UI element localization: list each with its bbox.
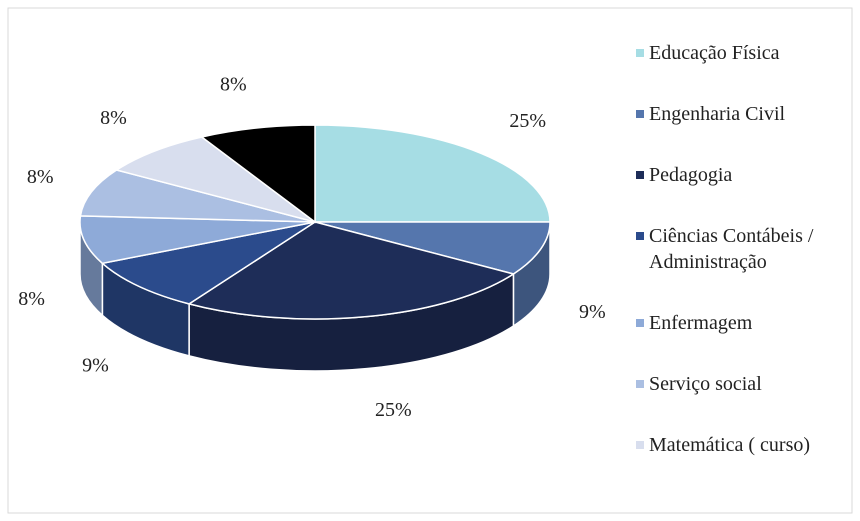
legend-swatch <box>636 171 644 179</box>
data-label: 8% <box>27 166 54 188</box>
data-label: 25% <box>509 110 546 132</box>
slice <box>100 221 316 305</box>
slice <box>79 169 316 223</box>
legend-item: Educação Física <box>636 40 851 66</box>
data-label: 8% <box>18 288 45 310</box>
slice <box>314 124 551 223</box>
legend-item: Enfermagem <box>636 310 851 336</box>
legend: Educação Física Engenharia Civil Pedagogia… <box>636 40 851 493</box>
legend-label: Pedagogia <box>649 164 733 186</box>
legend-item: Pedagogia <box>636 162 851 188</box>
legend-label: Enfermagem <box>649 312 753 334</box>
slice <box>114 136 316 223</box>
data-label: 9% <box>82 355 109 377</box>
legend-label: Ciências Contábeis / Administração <box>649 225 814 273</box>
legend-swatch <box>636 232 644 240</box>
data-label: 25% <box>375 399 412 421</box>
legend-item: Serviço social <box>636 371 851 397</box>
legend-label: Educação Física <box>649 42 780 64</box>
slice <box>200 124 316 224</box>
slice <box>79 215 316 265</box>
legend-swatch <box>636 441 644 449</box>
legend-swatch <box>636 319 644 327</box>
legend-swatch <box>636 380 644 388</box>
legend-item: Matemática ( curso) <box>636 432 851 458</box>
slice <box>314 221 551 275</box>
data-label: 8% <box>220 73 247 95</box>
data-label: 9% <box>579 301 606 323</box>
legend-label: Engenharia Civil <box>649 103 786 125</box>
legend-item: Ciências Contábeis / Administração <box>636 223 851 275</box>
legend-item: Engenharia Civil <box>636 101 851 127</box>
legend-swatch <box>636 49 644 57</box>
slice <box>187 221 516 320</box>
legend-label: Serviço social <box>649 373 762 395</box>
data-label: 8% <box>100 107 127 129</box>
legend-label: Matemática ( curso) <box>649 434 811 456</box>
legend-swatch <box>636 110 644 118</box>
